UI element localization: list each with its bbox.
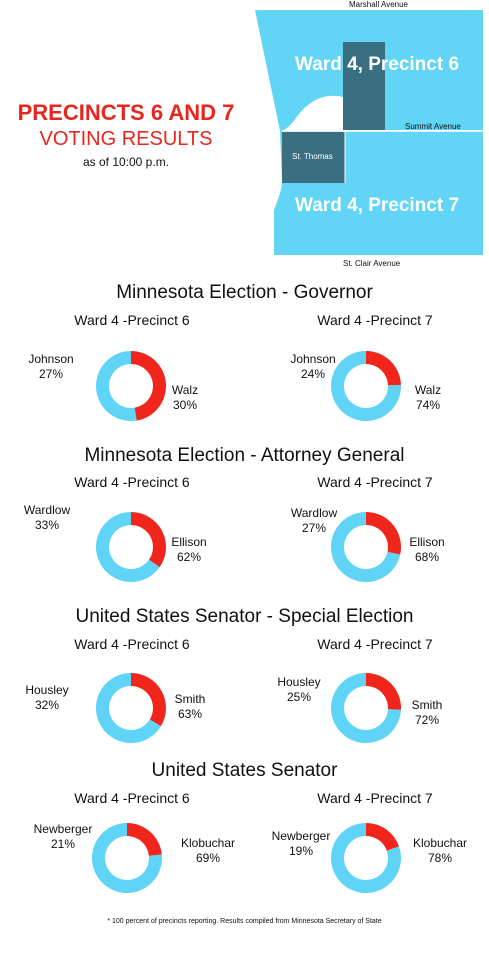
special-precinct6-donut-slice-housley — [131, 673, 166, 727]
summit-avenue-label: Summit Avenue — [405, 122, 461, 131]
governor-precinct6-label: Ward 4 -Precinct 6 — [74, 312, 190, 328]
special-precinct6-donut-slice-smith — [96, 673, 161, 743]
st-thomas-area — [282, 132, 345, 183]
special-p7-housley-label: Housley 25% — [277, 675, 321, 704]
ag-precinct7-label: Ward 4 -Precinct 7 — [317, 474, 433, 490]
governor-precinct6-donut-slice-walz — [95, 351, 137, 421]
senator-precinct7-donut-slice-newberger — [366, 823, 399, 851]
special-precinct7-donut — [331, 673, 401, 743]
senator-precinct7-donut-slice-klobuchar — [331, 823, 401, 893]
governor-precinct7-donut-slice-johnson — [366, 351, 401, 386]
senator-p6-klobuchar-label: Klobuchar 69% — [180, 836, 236, 865]
ag-precinct7-donut — [331, 512, 401, 582]
governor-precinct7-donut — [331, 351, 401, 421]
section-title-senator: United States Senator — [151, 760, 338, 781]
ag-precinct6-label: Ward 4 -Precinct 6 — [74, 474, 190, 490]
governor-p6-walz-label: Walz 30% — [171, 383, 199, 412]
st-thomas-label: St. Thomas — [292, 152, 333, 161]
section-title-governor: Minnesota Election - Governor — [116, 282, 373, 303]
ag-p7-ellison-label: Ellison 68% — [409, 535, 445, 564]
governor-p6-johnson-label: Johnson 27% — [28, 352, 74, 381]
ag-p7-wardlow-label: Wardlow 27% — [290, 506, 338, 535]
ag-p6-wardlow-label: Wardlow 33% — [23, 503, 71, 532]
special-precinct7-donut-slice-housley — [366, 673, 401, 710]
header-title-line1: PRECINCTS 6 AND 7 — [17, 100, 235, 125]
ag-precinct6-donut-slice-wardlow — [131, 512, 166, 568]
special-p6-smith-label: Smith 63% — [174, 692, 206, 721]
precinct-7-map-label: Ward 4, Precinct 7 — [295, 195, 460, 216]
footnote: * 100 percent of precincts reporting. Re… — [107, 918, 382, 925]
special-precinct7-donut-slice-smith — [331, 673, 401, 743]
senator-p6-newberger-label: Newberger 21% — [33, 822, 93, 851]
special-precinct6-donut — [96, 673, 166, 743]
section-title-attorney-general: Minnesota Election - Attorney General — [84, 445, 405, 466]
header-subtitle: as of 10:00 p.m. — [82, 155, 170, 169]
senator-precinct6-donut-slice-klobuchar — [92, 823, 162, 893]
precinct-6-map-label: Ward 4, Precinct 6 — [295, 54, 460, 75]
header-title-line2: VOTING RESULTS — [39, 128, 213, 150]
governor-precinct6-donut — [95, 351, 166, 421]
senator-precinct6-donut-slice-newberger — [127, 823, 162, 856]
precinct-6-dark-block — [343, 42, 385, 130]
ag-p6-ellison-label: Ellison 62% — [171, 535, 207, 564]
senator-precinct7-label: Ward 4 -Precinct 7 — [317, 790, 433, 806]
precinct-map — [255, 10, 483, 255]
section-title-special-senator: United States Senator - Special Election — [75, 606, 414, 627]
marshall-avenue-label: Marshall Avenue — [349, 0, 408, 9]
senator-p7-newberger-label: Newberger 19% — [271, 829, 331, 858]
st-clair-avenue-label: St. Clair Avenue — [343, 259, 401, 268]
ag-precinct6-donut-slice-ellison — [96, 512, 160, 582]
governor-precinct7-donut-slice-walz — [331, 351, 401, 421]
senator-precinct6-label: Ward 4 -Precinct 6 — [74, 790, 190, 806]
special-precinct6-label: Ward 4 -Precinct 6 — [74, 636, 190, 652]
special-p6-housley-label: Housley 32% — [25, 683, 69, 712]
governor-p7-johnson-label: Johnson 24% — [290, 352, 336, 381]
senator-precinct6-donut — [92, 823, 162, 893]
governor-p7-walz-label: Walz 74% — [414, 383, 442, 412]
special-p7-smith-label: Smith 72% — [411, 698, 443, 727]
ag-precinct7-donut-slice-wardlow — [366, 512, 401, 555]
ag-precinct7-donut-slice-ellison — [331, 512, 401, 582]
special-precinct7-label: Ward 4 -Precinct 7 — [317, 636, 433, 652]
senator-precinct7-donut — [331, 823, 401, 893]
senator-p7-klobuchar-label: Klobuchar 78% — [412, 836, 468, 865]
ag-precinct6-donut — [96, 512, 166, 582]
governor-precinct7-label: Ward 4 -Precinct 7 — [317, 312, 433, 328]
governor-precinct6-donut-slice-johnson — [131, 351, 166, 421]
